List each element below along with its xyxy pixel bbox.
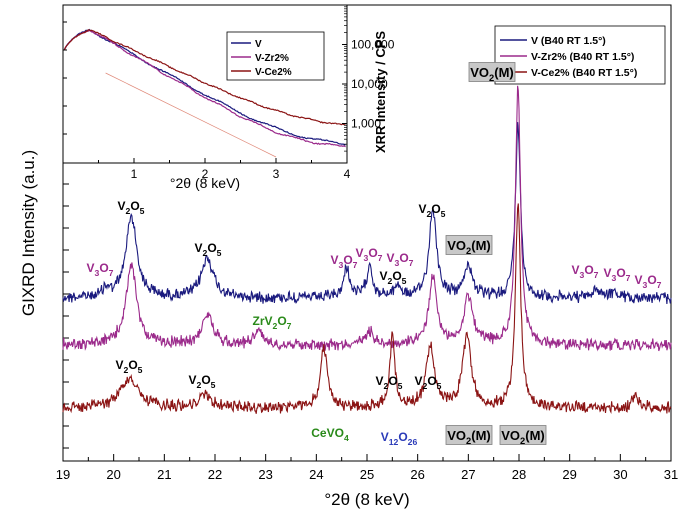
inset-plot: 1 2 3 4 1,000 10,000 100,000 °2θ (8 keV) XRR … [62,4,395,191]
annotation-label-v2o5-1: V2O5 [118,199,145,216]
annotation-box-vo2m-3 [445,425,493,445]
inset-legend: V V-Zr2% V-Ce2% [226,31,325,81]
annotation-box-vo2m-1 [445,235,493,255]
inset-x-axis-label: °2θ (8 keV) [170,175,240,191]
annotation-v2o5-1: V2O5 [118,199,145,216]
main-legend-box [494,25,666,85]
annotation-box-vo2m-2 [468,62,516,82]
annotation-label-v2o5-7: V2O5 [376,374,403,391]
annotation-vo2m-2: VO2(M) [468,62,516,83]
series-line-0 [62,122,672,304]
legend-label-v-zr: V-Zr2% (B40 RT 1.5°) [531,51,634,63]
annotation-vo2m-4: VO2(M) [499,425,547,446]
main-x-tick-label-21: 21 [157,467,171,482]
inset-x-ticks: 1 2 3 4 [98,158,351,181]
inset-legend-box [226,31,325,81]
legend-label-v: V (B40 RT 1.5°) [531,35,606,47]
annotation-label-v3o7-7: V3O7 [635,273,662,290]
inset-y-axis-label: XRR Intensity / CPS [373,31,388,153]
main-x-tick-label-24: 24 [309,467,323,482]
annotation-cevo4: CeVO4 [311,426,349,443]
inset-series-group [63,28,346,158]
annotation-label-vo2m-1: VO2(M) [447,238,491,256]
annotation-label-v3o7-2: V3O7 [331,253,358,270]
main-x-ticks: 19 20 21 22 23 24 25 26 27 28 29 30 31 [56,454,678,482]
annotation-v3o7-6: V3O7 [604,266,631,283]
inset-x-tick-label-4: 4 [344,167,351,181]
inset-x-tick-label-1: 1 [131,167,138,181]
annotation-label-v2o5-3: V2O5 [380,269,407,286]
main-series-group [62,85,672,415]
annotation-v3o7-3: V3O7 [356,246,383,263]
annotation-v3o7-1: V3O7 [87,261,114,278]
annotation-v3o7-7: V3O7 [635,273,662,290]
main-y-axis-label: GIXRD Intensity (a.u.) [19,150,38,316]
main-x-tick-label-27: 27 [461,467,475,482]
main-x-tick-label-19: 19 [56,467,70,482]
annotation-v3o7-4: V3O7 [387,251,414,268]
legend-label-v-ce: V-Ce2% (B40 RT 1.5°) [531,67,637,79]
inset-y-tick-label-1: 10,000 [351,77,388,91]
annotation-label-v3o7-4: V3O7 [387,251,414,268]
inset-series-line-2 [63,29,346,126]
annotation-v12o26: V12O26 [381,430,418,447]
annotation-vo2m-3: VO2(M) [445,425,493,446]
annotation-vo2m-1: VO2(M) [445,235,493,256]
inset-plot-frame [62,4,348,164]
inset-x-tick-label-2: 2 [202,167,209,181]
annotation-v2o5-7: V2O5 [376,374,403,391]
main-x-tick-label-20: 20 [106,467,120,482]
series-line-1 [62,85,672,352]
annotation-label-vo2m-3: VO2(M) [447,428,491,446]
annotation-label-v2o5-6: V2O5 [189,373,216,390]
annotation-zrv2o7: ZrV2O7 [253,314,292,331]
main-x-tick-label-22: 22 [208,467,222,482]
annotation-v2o5-6: V2O5 [189,373,216,390]
annotation-v2o5-3: V2O5 [380,269,407,286]
inset-y-ticks: 1,000 10,000 100,000 [63,6,395,152]
main-legend: V (B40 RT 1.5°) V-Zr2% (B40 RT 1.5°) V-C… [494,25,666,85]
main-x-tick-label-30: 30 [613,467,627,482]
annotation-label-v3o7-6: V3O7 [604,266,631,283]
inset-y-tick-label-0: 1,000 [351,117,381,131]
annotation-v2o5-5: V2O5 [116,358,143,375]
main-x-tick-label-23: 23 [258,467,272,482]
annotation-label-vo2m-4: VO2(M) [501,428,545,446]
inset-legend-label-v: V [255,39,262,50]
inset-fit-line [105,72,277,158]
annotation-label-vo2m-2: VO2(M) [470,65,514,83]
inset-y-tick-label-2: 100,000 [351,38,395,52]
annotation-label-v3o7-1: V3O7 [87,261,114,278]
main-x-axis-label: °2θ (8 keV) [324,490,409,509]
main-x-tick-label-26: 26 [410,467,424,482]
annotation-label-v3o7-3: V3O7 [356,246,383,263]
series-line-2 [62,203,672,415]
main-x-tick-label-31: 31 [664,467,678,482]
main-x-tick-label-25: 25 [360,467,374,482]
annotation-v2o5-4: V2O5 [419,202,446,219]
inset-series-line-1 [63,29,346,148]
main-y-ticks [63,161,69,449]
annotation-v2o5-8: V2O5 [415,374,442,391]
inset-x-tick-label-3: 3 [273,167,280,181]
annotation-label-v3o7-5: V3O7 [572,263,599,280]
annotation-v3o7-5: V3O7 [572,263,599,280]
annotation-label-v2o5-5: V2O5 [116,358,143,375]
main-x-tick-label-28: 28 [512,467,526,482]
annotation-label-cevo4: CeVO4 [311,426,349,443]
annotation-label-v2o5-2: V2O5 [195,241,222,258]
annotation-v3o7-2: V3O7 [331,253,358,270]
main-x-tick-label-29: 29 [562,467,576,482]
inset-legend-label-v-zr: V-Zr2% [255,53,289,64]
annotation-label-zrv2o7: ZrV2O7 [253,314,292,331]
annotation-v2o5-2: V2O5 [195,241,222,258]
annotation-label-v2o5-8: V2O5 [415,374,442,391]
annotation-box-vo2m-4 [499,425,547,445]
inset-legend-label-v-ce: V-Ce2% [255,67,292,78]
annotation-label-v12o26: V12O26 [381,430,418,447]
annotation-label-v2o5-4: V2O5 [419,202,446,219]
